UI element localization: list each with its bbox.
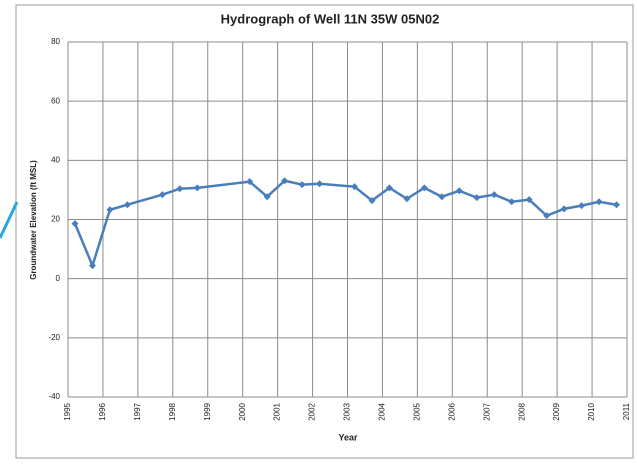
x-tick-label: 2001 [273,402,282,420]
chart-frame [15,4,634,459]
x-tick-label: 2006 [447,402,456,420]
data-point [403,195,411,203]
x-tick-label: 2008 [517,402,526,420]
data-point [368,197,376,205]
x-tick-label: 2009 [552,402,561,420]
y-tick-label: -20 [48,333,60,342]
x-tick-label: 1995 [63,402,72,420]
data-point [263,193,271,201]
connector-arrow [0,201,19,239]
data-point [490,191,498,199]
data-point [578,202,586,210]
x-axis-label: Year [338,432,358,442]
x-tick-label: 2011 [622,402,631,420]
x-tick-label: 2007 [482,402,491,420]
data-point [316,180,324,188]
y-tick-label: 60 [51,96,60,105]
data-point [543,212,551,220]
x-tick-label: 2004 [378,402,387,420]
x-tick-label: 2003 [343,402,352,420]
data-point [560,205,568,213]
data-point [455,187,463,195]
data-point [246,178,254,186]
x-tick-label: 1996 [98,402,107,420]
y-axis-label: Groundwater Elevation (ft MSL) [29,160,38,280]
x-tick-label: 2002 [308,402,317,420]
y-tick-label: 0 [56,274,61,283]
data-point [123,201,131,209]
x-tick-label: 1997 [133,402,142,420]
data-point [613,201,621,209]
data-point [298,181,306,189]
data-point [176,185,184,193]
y-tick-label: 40 [51,155,60,164]
data-point [438,193,446,201]
data-point [595,198,603,206]
y-tick-label: 80 [51,37,60,46]
data-point [508,198,516,206]
x-tick-label: 2005 [412,402,421,420]
y-tick-label: -40 [48,392,60,401]
data-point [350,183,358,191]
x-tick-label: 1999 [203,402,212,420]
data-point [106,206,114,214]
data-point [525,196,533,204]
x-tick-label: 1998 [168,402,177,420]
x-tick-label: 2000 [238,402,247,420]
data-point [88,262,96,270]
data-point [385,184,393,192]
data-point [473,194,481,202]
x-tick-label: 2010 [587,402,596,420]
data-point [281,177,289,185]
data-point [158,191,166,199]
y-tick-label: 20 [51,215,60,224]
chart-title: Hydrograph of Well 11N 35W 05N02 [221,11,440,26]
data-point [193,184,201,192]
data-point [71,220,79,228]
data-line [73,179,617,270]
data-point [420,184,428,192]
